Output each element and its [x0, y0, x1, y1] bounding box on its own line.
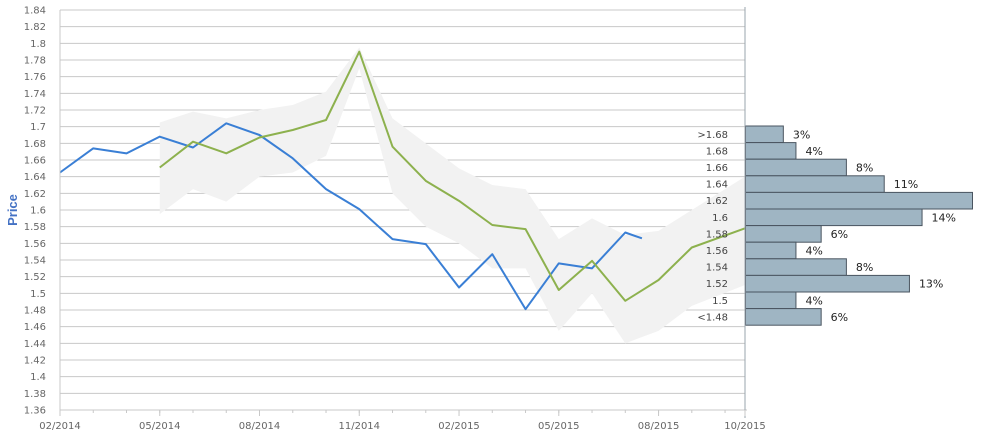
histogram-bar	[745, 274, 910, 293]
x-tick-label: 02/2014	[39, 421, 81, 432]
x-tick-label: 10/2015	[724, 421, 766, 432]
histogram-bar	[745, 308, 822, 326]
histogram-bin-label: 1.52	[706, 279, 728, 290]
histogram-bar	[745, 241, 797, 260]
y-tick-label: 1.68	[24, 139, 46, 150]
y-tick-label: 1.6	[30, 206, 46, 217]
histogram-percent-label: 14%	[932, 211, 956, 224]
y-tick-label: 1.84	[24, 6, 46, 17]
histogram-bin-label: 1.64	[706, 180, 728, 191]
histogram-bin-label: 1.56	[706, 246, 728, 257]
x-tick-label: 08/2014	[239, 421, 281, 432]
y-tick-label: 1.58	[24, 222, 46, 233]
series-line-1	[59, 122, 643, 311]
histogram-bar	[745, 175, 885, 193]
histogram-percent-label: 8%	[856, 261, 873, 274]
histogram-percent-label: 6%	[831, 228, 848, 241]
histogram-percent-label: 13%	[919, 278, 943, 291]
y-tick-label: 1.78	[24, 56, 46, 67]
y-tick-label: 1.8	[30, 39, 46, 50]
histogram-percent-label: 8%	[856, 162, 873, 175]
histogram-percent-label: 4%	[805, 145, 822, 158]
series-line-2	[159, 50, 746, 302]
histogram-percent-label: 4%	[805, 294, 822, 307]
histogram-bar	[745, 208, 923, 227]
histogram-percent-label: 3%	[793, 128, 810, 141]
histogram-bin-label: 1.6	[712, 213, 728, 224]
y-tick-label: 1.56	[24, 239, 46, 250]
y-tick-label: 1.36	[24, 406, 46, 417]
y-tick-label: 1.54	[24, 256, 46, 267]
forecast-band	[159, 47, 746, 344]
histogram-bar	[745, 258, 847, 276]
y-axis-label: Price	[5, 194, 20, 226]
histogram-bar	[745, 191, 973, 210]
y-tick-label: 1.5	[30, 289, 46, 300]
histogram-bin-label: 1.66	[706, 163, 728, 174]
histogram-percent-label: 11%	[894, 178, 918, 191]
y-tick-label: 1.66	[24, 156, 46, 167]
histogram-bar	[745, 291, 797, 310]
y-tick-label: 1.42	[24, 356, 46, 367]
histogram-percent-label: 4%	[805, 245, 822, 258]
x-tick-label: 05/2014	[139, 421, 181, 432]
histogram-bin-label: 1.5	[712, 296, 728, 307]
y-tick-label: 1.64	[24, 172, 46, 183]
band-area	[159, 47, 746, 344]
y-tick-label: 1.4	[30, 372, 46, 383]
histogram-bar	[745, 158, 847, 177]
y-tick-label: 1.38	[24, 389, 46, 400]
axes: 1.36 1.38 1.4 1.42 1.44 1.46 1.48 1.5 1.52 1.54 1.…	[24, 6, 766, 433]
histogram-bin-label: 1.54	[706, 263, 728, 274]
y-tick-label: 1.72	[24, 106, 46, 117]
y-tick-label: 1.74	[24, 89, 46, 100]
series-lines	[59, 50, 746, 311]
y-tick-label: 1.76	[24, 72, 46, 83]
histogram-bar	[745, 225, 822, 243]
y-tick-label: 1.7	[30, 122, 46, 133]
histogram-bar	[745, 125, 784, 144]
x-tick-label: 02/2015	[438, 421, 480, 432]
x-tick-label: 05/2015	[538, 421, 580, 432]
y-tick-label: 1.44	[24, 339, 46, 350]
histogram-bin-label: >1.68	[697, 130, 728, 141]
histogram-bin-label: <1.48	[697, 312, 728, 323]
histogram-bar	[745, 142, 797, 160]
y-tick-label: 1.46	[24, 322, 46, 333]
y-tick-label: 1.48	[24, 306, 46, 317]
x-tick-label: 11/2014	[338, 421, 380, 432]
histogram-percent-label: 6%	[831, 311, 848, 324]
y-tick-label: 1.62	[24, 189, 46, 200]
y-tick-label: 1.82	[24, 22, 46, 33]
histogram-bin-label: 1.62	[706, 196, 728, 207]
y-tick-label: 1.52	[24, 272, 46, 283]
histogram-bin-label: 1.68	[706, 146, 728, 157]
x-tick-label: 08/2015	[638, 421, 680, 432]
histogram-bin-label: 1.58	[706, 229, 728, 240]
